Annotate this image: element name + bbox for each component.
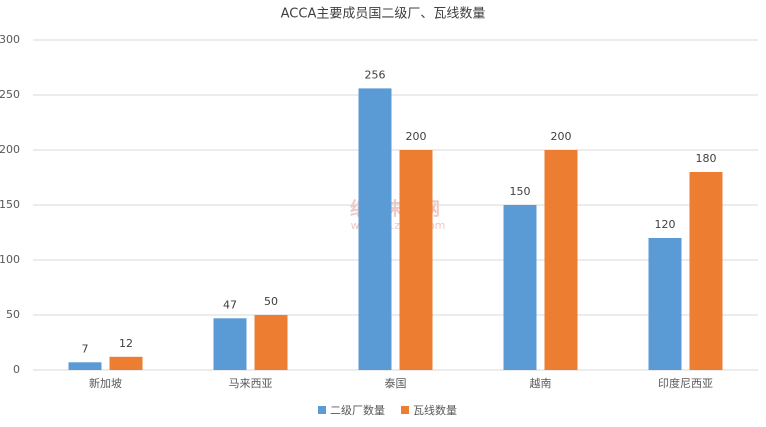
data-label: 50 xyxy=(264,295,278,308)
data-label: 200 xyxy=(406,130,427,143)
x-tick-label: 泰国 xyxy=(385,376,407,390)
legend-swatch xyxy=(318,406,326,414)
legend-swatch xyxy=(401,406,409,414)
bar xyxy=(689,172,723,370)
y-tick-label: 50 xyxy=(6,308,20,321)
y-tick-label: 200 xyxy=(0,143,20,156)
data-label: 120 xyxy=(655,218,676,231)
x-tick-label: 新加坡 xyxy=(89,376,122,390)
data-label: 150 xyxy=(510,185,531,198)
bar xyxy=(648,238,682,370)
data-label: 7 xyxy=(82,342,89,355)
x-tick-label: 印度尼西亚 xyxy=(658,376,713,390)
data-label: 200 xyxy=(551,130,572,143)
bar xyxy=(358,88,392,371)
y-tick-label: 250 xyxy=(0,88,20,101)
data-label: 12 xyxy=(119,337,133,350)
bar xyxy=(503,205,537,370)
y-tick-label: 300 xyxy=(0,33,20,46)
x-tick-label: 越南 xyxy=(530,376,552,390)
bar xyxy=(109,356,143,370)
x-tick-label: 马来西亚 xyxy=(229,377,273,390)
bar xyxy=(544,150,578,370)
legend-label: 二级厂数量 xyxy=(330,404,385,417)
legend-label: 瓦线数量 xyxy=(413,403,457,417)
chart-title: ACCA主要成员国二级厂、瓦线数量 xyxy=(281,7,486,22)
data-label: 180 xyxy=(696,152,717,165)
bar xyxy=(213,318,247,370)
data-label: 256 xyxy=(365,68,386,81)
y-tick-label: 150 xyxy=(0,198,20,211)
bar xyxy=(68,362,102,370)
y-tick-label: 0 xyxy=(13,363,20,376)
bar xyxy=(399,150,433,370)
data-label: 47 xyxy=(223,298,237,311)
y-tick-label: 100 xyxy=(0,253,20,266)
bar xyxy=(254,315,288,370)
